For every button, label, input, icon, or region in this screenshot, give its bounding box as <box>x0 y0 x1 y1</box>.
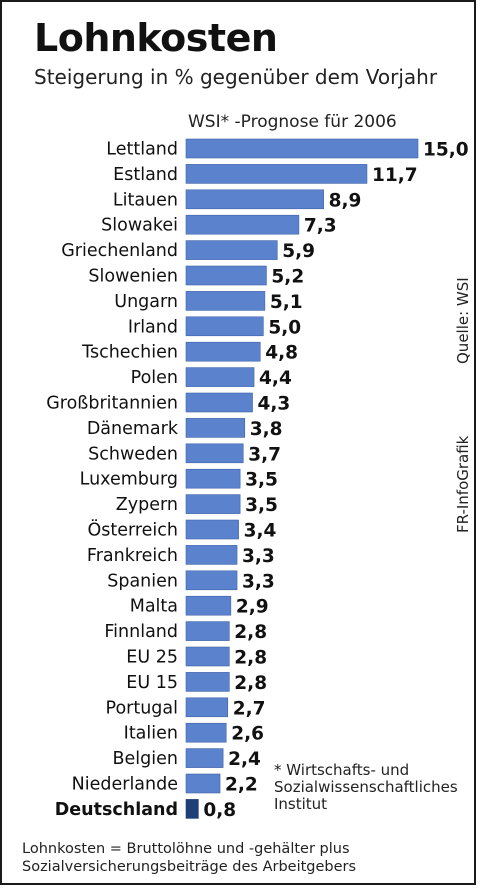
bar-lettland <box>185 138 419 159</box>
value-label-malta: 2,9 <box>236 597 269 618</box>
bar-litauen <box>185 189 324 210</box>
bar-portugal <box>185 697 229 718</box>
value-label-grossbritannien: 4,3 <box>258 394 291 415</box>
footnote: * Wirtschafts- und Sozialwissenschaftlic… <box>274 762 458 813</box>
bar-niederlande <box>185 773 221 794</box>
bar-tschechien <box>185 341 261 362</box>
category-label-eu-25: EU 25 <box>126 648 178 668</box>
bar-zypern <box>185 494 241 514</box>
category-label-slowakei: Slowakei <box>101 216 178 236</box>
chart-subtitle: Steigerung in % gegenüber dem Vorjahr <box>34 65 438 89</box>
value-label-daenemark: 3,8 <box>250 419 283 440</box>
value-label-belgien: 2,4 <box>228 749 261 770</box>
category-label-grossbritannien: Großbritannien <box>46 394 178 414</box>
category-label-eu-15: EU 15 <box>126 673 178 693</box>
bar-daenemark <box>185 418 246 438</box>
category-label-malta: Malta <box>130 597 178 617</box>
value-label-frankreich: 3,3 <box>242 546 275 567</box>
footnote-line-3: Institut <box>274 795 328 813</box>
footnote-line-1: * Wirtschafts- und <box>274 761 410 779</box>
category-label-belgien: Belgien <box>113 749 178 769</box>
bar-polen <box>185 367 255 387</box>
value-label-polen: 4,4 <box>259 368 292 389</box>
value-label-luxemburg: 3,5 <box>245 470 278 491</box>
bar-slowakei <box>185 214 300 235</box>
category-label-litauen: Litauen <box>113 190 178 210</box>
bar-belgien <box>185 748 224 768</box>
value-label-griechenland: 5,9 <box>282 241 315 262</box>
category-label-frankreich: Frankreich <box>87 546 178 566</box>
value-label-italien: 2,6 <box>231 724 264 745</box>
value-label-niederlande: 2,2 <box>225 775 258 796</box>
value-label-eu-25: 2,8 <box>234 648 267 669</box>
source-label: Quelle: WSI <box>454 277 472 364</box>
value-label-zypern: 3,5 <box>245 495 278 516</box>
value-label-lettland: 15,0 <box>423 140 469 161</box>
bar-italien <box>185 722 227 743</box>
chart-title: Lohnkosten <box>34 16 278 60</box>
bar-schweden <box>185 443 244 464</box>
infografik-label: FR-InfoGrafik <box>454 435 472 533</box>
category-label-deutschland: Deutschland <box>55 800 178 820</box>
category-label-italien: Italien <box>124 724 178 744</box>
category-label-tschechien: Tschechien <box>81 343 178 363</box>
bar-grossbritannien <box>185 392 253 413</box>
definition-note: Lohnkosten = Bruttolöhne und -gehälter p… <box>22 840 356 876</box>
value-label-portugal: 2,7 <box>233 698 266 719</box>
bar-eu-25 <box>185 646 230 667</box>
value-label-eu-15: 2,8 <box>234 673 267 694</box>
bar-frankreich <box>185 545 238 565</box>
bar-luxemburg <box>185 468 241 489</box>
category-label-oesterreich: Österreich <box>87 519 178 541</box>
footnote-line-2: Sozialwissenschaftliches <box>274 778 458 796</box>
bar-deutschland <box>185 799 199 819</box>
value-label-slowakei: 7,3 <box>304 216 337 237</box>
bar-estland <box>185 164 368 184</box>
category-label-irland: Irland <box>128 317 178 337</box>
value-label-tschechien: 4,8 <box>265 343 298 364</box>
value-label-oesterreich: 3,4 <box>244 521 277 542</box>
category-label-luxemburg: Luxemburg <box>80 470 178 490</box>
bar-slowenien <box>185 265 267 286</box>
category-label-schweden: Schweden <box>88 444 178 464</box>
bar-ungarn <box>185 291 266 311</box>
value-label-ungarn: 5,1 <box>270 292 303 313</box>
bar-eu-15 <box>185 672 230 692</box>
value-label-schweden: 3,7 <box>248 444 281 465</box>
bar-spanien <box>185 570 238 591</box>
category-label-finnland: Finnland <box>104 622 178 642</box>
category-label-lettland: Lettland <box>106 140 178 160</box>
category-label-ungarn: Ungarn <box>114 292 178 312</box>
value-label-deutschland: 0,8 <box>203 800 236 821</box>
definition-line-1: Lohnkosten = Bruttolöhne und -gehälter p… <box>22 841 350 857</box>
bar-oesterreich <box>185 519 239 540</box>
value-label-irland: 5,0 <box>268 317 301 338</box>
category-label-portugal: Portugal <box>106 698 178 718</box>
category-label-zypern: Zypern <box>116 495 178 515</box>
value-label-finnland: 2,8 <box>234 622 267 643</box>
bar-irland <box>185 316 264 337</box>
definition-line-2: Sozialversicherungsbeiträge des Arbeitge… <box>22 859 357 875</box>
category-label-griechenland: Griechenland <box>61 241 178 261</box>
category-label-slowenien: Slowenien <box>88 267 178 287</box>
category-label-daenemark: Dänemark <box>87 419 179 439</box>
value-label-spanien: 3,3 <box>242 571 275 592</box>
value-label-estland: 11,7 <box>372 165 418 186</box>
category-label-spanien: Spanien <box>107 571 178 591</box>
bar-griechenland <box>185 240 278 260</box>
category-label-niederlande: Niederlande <box>72 775 178 795</box>
value-label-slowenien: 5,2 <box>271 267 304 288</box>
forecast-note: WSI* -Prognose für 2006 <box>188 112 397 132</box>
bar-finnland <box>185 621 230 641</box>
category-label-polen: Polen <box>131 368 178 388</box>
category-label-estland: Estland <box>113 165 178 185</box>
value-label-litauen: 8,9 <box>329 190 362 211</box>
bar-malta <box>185 595 232 616</box>
